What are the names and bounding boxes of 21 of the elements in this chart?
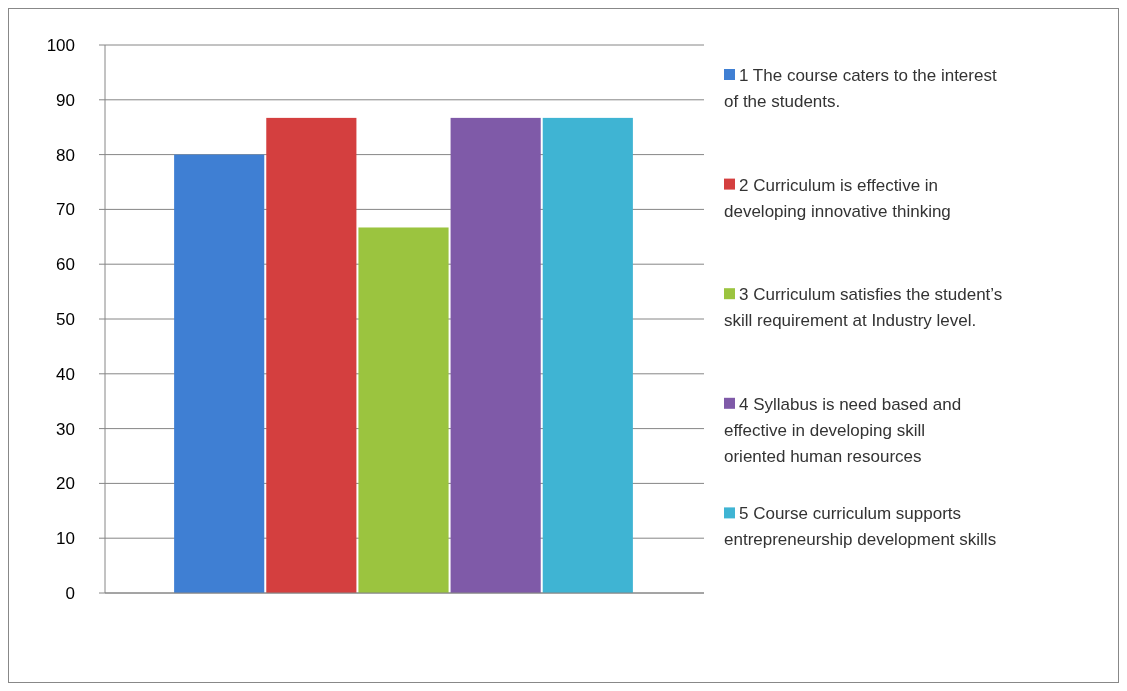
y-tick-label: 60 [56, 255, 75, 275]
y-tick-label: 40 [56, 364, 75, 384]
legend-label: 2 Curriculum is effective in developing innovative thinking [724, 175, 951, 221]
legend-label: 5 Course curriculum supports entrepreneurship development skills [724, 504, 997, 550]
y-tick-label: 80 [56, 145, 75, 165]
bar [174, 154, 265, 593]
y-tick-label: 100 [46, 35, 75, 55]
y-tick-label: 10 [56, 529, 75, 549]
y-tick-label: 50 [56, 309, 75, 329]
y-tick-label: 70 [56, 200, 75, 220]
y-tick-label: 20 [56, 474, 75, 494]
y-tick-label: 30 [56, 419, 75, 439]
bar [358, 227, 449, 593]
bar [450, 117, 541, 593]
legend-label: 1 The course caters to the interest of the students. [724, 65, 997, 111]
legend-label: 4 Syllabus is need based and effective in developing skill oriented human resources [724, 394, 962, 466]
legend-label: 3 Curriculum satisfies the student’s skill requirement at Industry level. [724, 285, 1003, 331]
y-tick-label: 90 [56, 90, 75, 110]
bar [266, 117, 357, 593]
bar [542, 117, 633, 593]
y-tick-label: 0 [65, 583, 75, 603]
